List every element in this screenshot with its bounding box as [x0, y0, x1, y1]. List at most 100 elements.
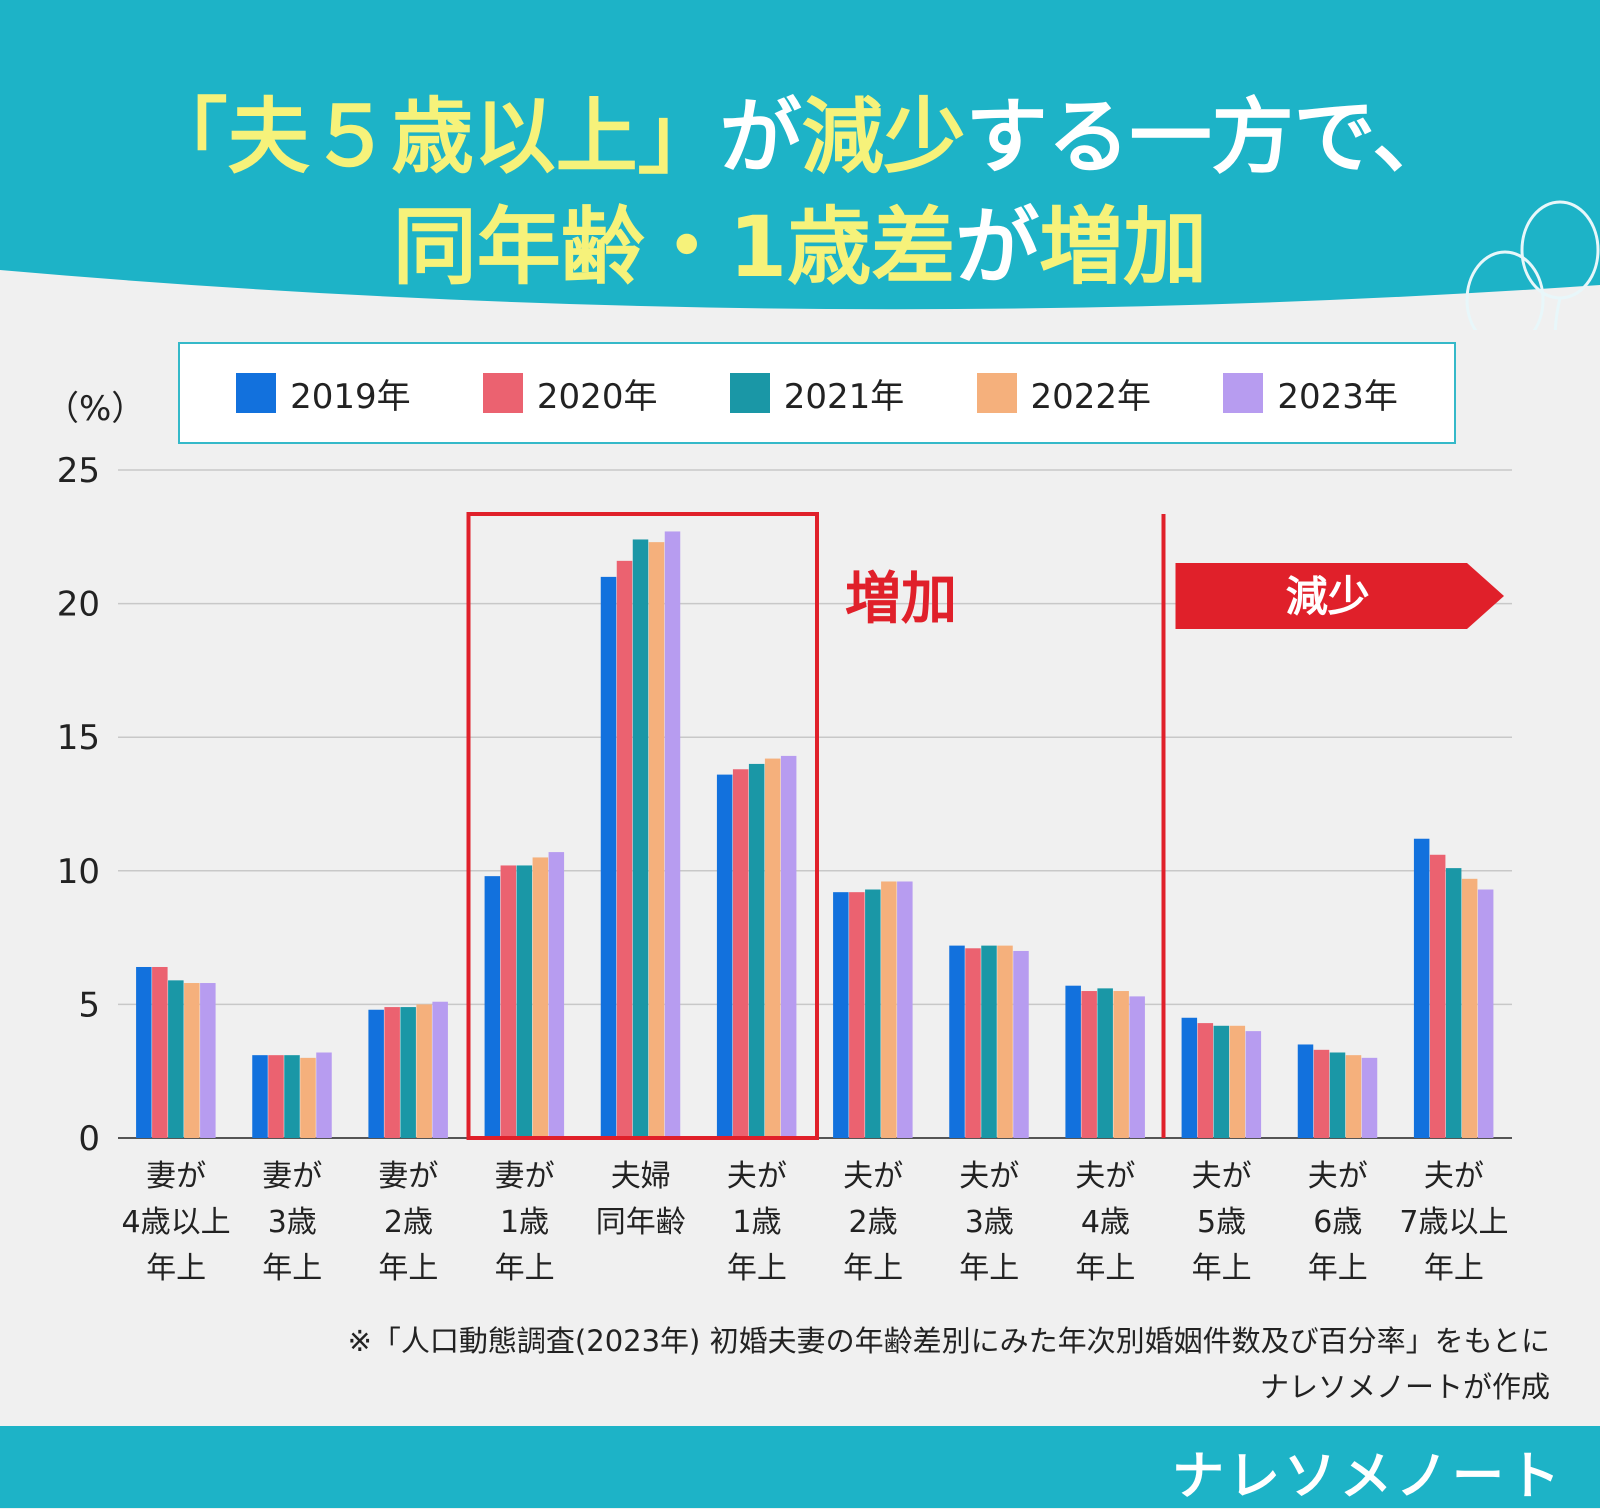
x-label-6-line-1: 2歳: [849, 1205, 898, 1240]
title-line-2-part-2: 増加: [1039, 198, 1208, 296]
y-tick-label-10: 10: [57, 852, 100, 892]
title-line-1-part-1: が: [719, 90, 802, 185]
bar-2-0: [368, 1009, 384, 1138]
x-label-9-line-0: 夫が: [1192, 1159, 1252, 1194]
bar-2-3: [416, 1004, 432, 1138]
legend-item-0: 2019年: [236, 369, 411, 418]
x-label-0-line-2: 年上: [146, 1251, 206, 1286]
title-line-2-part-1: が: [955, 198, 1040, 296]
source-note-line-1: ※「人口動態調査(2023年) 初婚夫妻の年齢差別にみた年次別婚姻件数及び百分率…: [347, 1324, 1550, 1358]
bar-8-0: [1065, 985, 1081, 1138]
bar-7-2: [981, 945, 997, 1138]
y-axis-unit-label: （%）: [45, 389, 145, 429]
bar-8-1: [1081, 991, 1097, 1138]
bar-5-1: [732, 769, 749, 1138]
y-tick-label-0: 0: [78, 1119, 100, 1159]
x-label-10-line-1: 6歳: [1313, 1205, 1362, 1240]
x-label-3-line-1: 1歳: [500, 1205, 549, 1240]
bar-3-4: [548, 852, 565, 1138]
increase-highlight-box: [466, 512, 819, 1140]
x-label-6-line-0: 夫が: [843, 1159, 903, 1194]
bar-1-0: [252, 1055, 268, 1138]
balloon-icon: [1465, 200, 1600, 330]
x-label-6: 夫が 2歳年上: [843, 1159, 903, 1286]
bar-8-2: [1097, 988, 1113, 1138]
x-label-1-line-2: 年上: [262, 1251, 322, 1286]
title-line-1-part-3: する一方で、: [965, 90, 1455, 185]
legend-label-4: 2023年: [1277, 376, 1398, 417]
bar-11-0: [1413, 838, 1430, 1138]
legend-label-2: 2021年: [783, 376, 905, 417]
legend-item-4: 2023年: [1223, 369, 1398, 418]
title-line-1-part-2: 減少: [801, 90, 966, 185]
legend-swatch-2: [729, 373, 770, 413]
bar-6-2: [865, 889, 881, 1138]
decrease-label: 減少: [1286, 572, 1370, 621]
x-label-11-line-2: 年上: [1424, 1251, 1484, 1286]
bar-10-2: [1329, 1052, 1346, 1138]
bar-4-3: [648, 542, 665, 1138]
bar-8-4: [1129, 996, 1145, 1138]
bar-9-0: [1181, 1017, 1198, 1138]
bar-9-2: [1213, 1025, 1230, 1138]
bar-6-4: [897, 881, 913, 1138]
bar-3-2: [516, 865, 533, 1138]
x-label-2-line-2: 年上: [378, 1251, 438, 1286]
bar-5-3: [764, 758, 781, 1138]
bar-6-3: [881, 881, 897, 1138]
bar-9-1: [1197, 1023, 1214, 1138]
bar-0-4: [200, 983, 216, 1138]
x-label-10-line-0: 夫が: [1308, 1159, 1368, 1194]
bar-1-4: [316, 1052, 332, 1138]
x-label-3-line-0: 妻が: [495, 1159, 555, 1194]
x-label-11: 夫が 7歳以上年上: [1399, 1159, 1508, 1286]
bar-11-2: [1445, 868, 1462, 1138]
bar-7-0: [949, 945, 965, 1138]
legend-swatch-1: [482, 373, 523, 413]
y-tick-label-5: 5: [78, 985, 100, 1025]
bar-7-3: [997, 945, 1013, 1138]
x-label-7-line-1: 3歳: [965, 1205, 1014, 1240]
chart-legend: 2019年 2020年 2021年 2022年 2023年: [178, 342, 1456, 444]
x-label-11-line-0: 夫が: [1424, 1159, 1484, 1194]
bar-6-1: [849, 892, 865, 1138]
x-label-1-line-0: 妻が: [262, 1159, 322, 1194]
header-background: [0, 0, 1600, 330]
title-line-2-part-0: 同年齢・1歳差: [392, 198, 956, 296]
x-label-2-line-0: 妻が: [378, 1159, 438, 1194]
x-label-11-line-1: 7歳以上: [1399, 1205, 1508, 1240]
legend-label-1: 2020年: [536, 376, 658, 417]
legend-item-2: 2021年: [729, 369, 905, 418]
bar-4-1: [616, 560, 633, 1138]
x-label-8: 夫が 4歳年上: [1075, 1159, 1135, 1286]
x-label-0-line-1: 4歳以上: [122, 1205, 231, 1240]
decrease-arrow-banner: [1175, 563, 1504, 629]
x-label-9: 夫が 5歳年上: [1192, 1159, 1252, 1286]
bar-3-0: [484, 876, 501, 1138]
x-label-3: 妻が 1歳年上: [495, 1159, 555, 1286]
increase-label: 増加: [845, 567, 957, 632]
x-label-1: 妻が 3歳年上: [262, 1159, 322, 1286]
legend-swatch-4: [1223, 373, 1264, 413]
bar-1-2: [284, 1055, 300, 1138]
bar-2-2: [400, 1007, 416, 1138]
x-label-4-line-1: 同年齢: [596, 1205, 686, 1240]
bar-9-3: [1229, 1025, 1246, 1138]
x-label-0-line-0: 妻が: [146, 1159, 206, 1194]
bar-4-0: [600, 576, 617, 1138]
x-label-5: 夫が 1歳年上: [727, 1159, 787, 1286]
brand-logo: ナレソメノート: [1171, 1447, 1564, 1507]
bar-3-1: [500, 865, 517, 1138]
x-label-1-line-1: 3歳: [268, 1205, 317, 1240]
bar-2-1: [384, 1007, 400, 1138]
x-label-3-line-2: 年上: [495, 1251, 555, 1286]
bar-5-4: [780, 755, 797, 1138]
header-banner: 「夫５歳以上」が減少する一方で、 同年齢・1歳差が増加: [0, 0, 1600, 330]
x-label-4-line-0: 夫婦: [611, 1159, 671, 1194]
bar-6-0: [833, 892, 849, 1138]
x-label-7-line-2: 年上: [959, 1251, 1019, 1286]
footer-bar: ナレソメノート: [0, 1426, 1600, 1508]
bar-10-0: [1297, 1044, 1314, 1138]
source-note: ※「人口動態調査(2023年) 初婚夫妻の年齢差別にみた年次別婚姻件数及び百分率…: [348, 1318, 1550, 1410]
legend-swatch-0: [236, 373, 277, 413]
